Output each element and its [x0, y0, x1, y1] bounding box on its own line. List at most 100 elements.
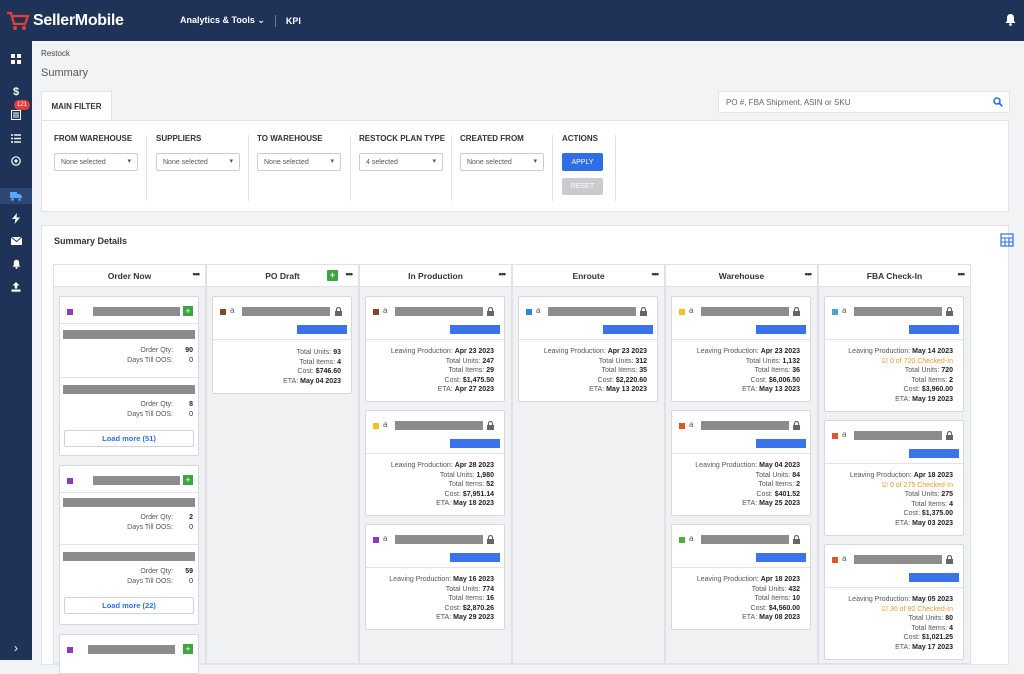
in-production-card[interactable]: a Leaving Production: May 16 2023 Total Un…	[365, 524, 505, 630]
restock-plan-type-select[interactable]: 4 selected ▾	[359, 153, 443, 171]
filter-label: TO WAREHOUSE	[257, 134, 323, 143]
lock-icon	[335, 307, 342, 316]
warehouse-card[interactable]: a Leaving Production: Apr 23 2023 Total Un…	[671, 296, 811, 402]
factory-icon	[832, 309, 838, 315]
more-options-icon[interactable]: •••	[498, 269, 507, 279]
status-bar	[909, 449, 959, 458]
product-name-redacted	[854, 431, 942, 440]
more-options-icon[interactable]: •••	[957, 269, 966, 279]
column-header: In Production •••	[360, 265, 511, 287]
add-plus-icon[interactable]: +	[183, 475, 193, 485]
load-more-button[interactable]: Load more (22)	[64, 597, 194, 614]
product-name-redacted	[548, 307, 636, 316]
order-now-card[interactable]: + Order Qty: 2 Days Till OOS: 0 Order Qt…	[59, 465, 199, 625]
expand-chevron-icon[interactable]: ›	[14, 641, 18, 655]
fba-card[interactable]: a Leaving Production: Apr 18 2023 ☑ 0 of 2…	[824, 420, 964, 536]
factory-icon	[526, 309, 532, 315]
amazon-icon: a	[689, 534, 694, 543]
add-plus-icon[interactable]: +	[183, 306, 193, 316]
product-name-redacted	[854, 307, 942, 316]
add-plus-icon[interactable]: +	[183, 644, 193, 654]
factory-icon	[832, 557, 838, 563]
list-icon[interactable]	[9, 131, 23, 145]
to-warehouse-select[interactable]: None selected ▾	[257, 153, 341, 171]
lock-icon	[946, 307, 953, 316]
checked-in-status: ☑ 0 of 275 Checked-In	[881, 481, 953, 489]
factory-icon	[67, 309, 73, 315]
in-production-card[interactable]: a Leaving Production: Apr 23 2023 Total Un…	[365, 296, 505, 402]
apply-button[interactable]: APPLY	[562, 153, 603, 171]
from-warehouse-select[interactable]: None selected ▾	[54, 153, 138, 171]
tab-main-filter[interactable]: MAIN FILTER	[41, 91, 112, 120]
lightning-icon[interactable]	[9, 211, 23, 225]
more-options-icon[interactable]: •••	[192, 269, 201, 279]
sku-redacted	[63, 498, 195, 507]
dollar-icon[interactable]: $	[12, 86, 20, 98]
filter-divider	[350, 135, 351, 201]
filter-divider	[146, 135, 147, 201]
stats-block: Leaving Production: May 04 2023 Total Uni…	[695, 462, 800, 507]
order-now-card[interactable]: +	[59, 634, 199, 674]
stats-block: Leaving Production: Apr 18 2023 ☑ 0 of 27…	[849, 472, 953, 527]
factory-icon	[679, 537, 685, 543]
status-bar	[756, 439, 806, 448]
suppliers-select[interactable]: None selected ▾	[156, 153, 240, 171]
document-list-icon[interactable]	[9, 108, 23, 122]
column-warehouse: Warehouse ••• a Leaving Production: Apr 23…	[665, 264, 818, 664]
add-plus-icon[interactable]: +	[327, 270, 338, 281]
fba-card[interactable]: a Leaving Production: May 14 2023 ☑ 0 of 7…	[824, 296, 964, 412]
table-view-icon[interactable]	[1000, 233, 1014, 247]
search-placeholder: PO #, FBA Shipment, ASIN or SKU	[726, 97, 851, 107]
sidebar: $ 121 ›	[0, 41, 32, 660]
app-name: SellerMobile	[33, 11, 124, 29]
lock-icon	[487, 535, 494, 544]
filter-label: CREATED FROM	[460, 134, 524, 143]
created-from-select[interactable]: None selected ▾	[460, 153, 544, 171]
load-more-button[interactable]: Load more (51)	[64, 430, 194, 447]
logo[interactable]: SellerMobile	[6, 10, 166, 32]
column-order-now: Order Now ••• + Order Qty: 90 Days Till O…	[53, 264, 206, 674]
in-production-card[interactable]: a Leaving Production: Apr 28 2023 Total Un…	[365, 410, 505, 516]
notification-bell-icon[interactable]	[1005, 13, 1016, 26]
enroute-card[interactable]: a Leaving Production: Apr 23 2023 Total Un…	[518, 296, 658, 402]
bell-icon[interactable]	[9, 257, 23, 271]
search-input[interactable]: PO #, FBA Shipment, ASIN or SKU	[718, 91, 1010, 113]
product-name-redacted	[701, 421, 789, 430]
breadcrumb[interactable]: Restock	[41, 49, 70, 58]
product-name-redacted	[93, 476, 180, 485]
filter-divider	[552, 135, 553, 201]
truck-icon[interactable]	[0, 188, 32, 204]
column-header: Order Now •••	[54, 265, 205, 287]
dashboard-icon[interactable]	[9, 52, 23, 66]
envelope-icon[interactable]	[9, 234, 23, 248]
fba-card[interactable]: a Leaving Production: May 05 2023 ☑ 30 of …	[824, 544, 964, 660]
amazon-icon: a	[842, 430, 847, 439]
filter-divider	[451, 135, 452, 201]
warehouse-card[interactable]: a Leaving Production: Apr 18 2023 Total Un…	[671, 524, 811, 630]
order-stats: Order Qty: 59 Days Till OOS: 0	[127, 568, 193, 585]
filter-divider	[248, 135, 249, 201]
status-bar	[756, 325, 806, 334]
product-name-redacted	[395, 421, 483, 430]
upload-icon[interactable]	[9, 280, 23, 294]
po-draft-card[interactable]: a Total Units: 93 Total Items: 4 Cost: $…	[212, 296, 352, 394]
nav-analytics-tools[interactable]: Analytics & Tools ⌄	[180, 15, 265, 25]
reset-button[interactable]: RESET	[562, 178, 603, 195]
status-bar	[450, 439, 500, 448]
lock-icon	[487, 421, 494, 430]
warehouse-card[interactable]: a Leaving Production: May 04 2023 Total Un…	[671, 410, 811, 516]
factory-icon	[373, 423, 379, 429]
more-options-icon[interactable]: •••	[651, 269, 660, 279]
amazon-icon: a	[842, 306, 847, 315]
order-stats: Order Qty: 8 Days Till OOS: 0	[127, 401, 193, 418]
search-icon[interactable]	[993, 97, 1003, 107]
more-options-icon[interactable]: •••	[804, 269, 813, 279]
more-options-icon[interactable]: •••	[345, 269, 354, 279]
product-name-redacted	[242, 307, 330, 316]
order-now-card[interactable]: + Order Qty: 90 Days Till OOS: 0 Order Q…	[59, 296, 199, 456]
status-bar	[603, 325, 653, 334]
target-icon[interactable]	[9, 154, 23, 168]
lock-icon	[487, 307, 494, 316]
nav-kpi[interactable]: KPI	[285, 15, 301, 26]
po-stats: Total Units: 93 Total Items: 4 Cost: $74…	[283, 349, 341, 385]
